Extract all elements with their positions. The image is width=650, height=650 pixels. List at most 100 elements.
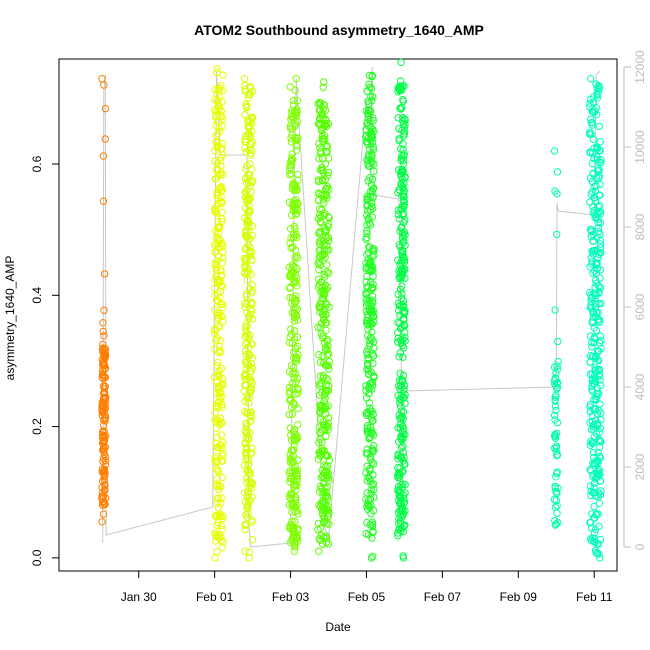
data-point — [321, 394, 329, 402]
data-point — [248, 315, 257, 323]
data-point — [319, 421, 328, 429]
data-point — [240, 269, 249, 278]
data-point — [286, 524, 294, 533]
data-point — [325, 213, 333, 222]
data-point — [397, 415, 405, 423]
data-point — [593, 259, 601, 267]
data-point — [293, 316, 302, 324]
data-point — [290, 483, 298, 491]
data-point — [213, 494, 221, 502]
data-point — [247, 408, 255, 416]
chart-title: ATOM2 Southbound asymmetry_1640_AMP — [194, 22, 484, 38]
data-point — [399, 457, 407, 465]
data-point — [286, 122, 295, 131]
data-point — [593, 145, 602, 153]
data-point — [316, 435, 324, 443]
data-point — [98, 371, 107, 379]
data-point — [213, 499, 221, 507]
data-point — [316, 448, 324, 456]
data-point — [246, 351, 254, 360]
data-point — [587, 439, 596, 447]
data-point — [597, 487, 605, 495]
data-point — [286, 283, 294, 291]
data-point — [399, 117, 407, 125]
x-tick-label: Feb 03 — [272, 590, 310, 604]
data-point — [212, 107, 221, 115]
data-point — [365, 296, 373, 304]
data-point — [214, 311, 223, 320]
data-point — [596, 477, 605, 485]
data-point — [400, 385, 408, 394]
data-point — [248, 115, 256, 123]
data-point — [593, 91, 601, 99]
data-point — [364, 156, 372, 164]
data-point — [325, 269, 333, 277]
right-y-tick-label: 4000 — [633, 373, 647, 400]
trace-line-group — [102, 66, 601, 548]
data-point — [370, 167, 378, 176]
data-point — [242, 244, 251, 252]
data-point — [368, 320, 376, 328]
data-point — [315, 229, 323, 238]
data-point — [317, 330, 325, 338]
data-point — [247, 412, 256, 421]
data-point — [214, 171, 222, 180]
data-point — [364, 350, 372, 359]
data-point — [394, 532, 402, 540]
data-point — [594, 224, 603, 232]
data-point — [318, 505, 326, 513]
data-point — [211, 248, 219, 256]
data-point — [98, 498, 107, 507]
data-point — [396, 488, 405, 496]
data-point — [586, 465, 594, 474]
data-point — [213, 362, 222, 370]
series-group — [586, 75, 605, 562]
data-point — [592, 510, 600, 519]
data-point — [551, 521, 560, 529]
data-point — [217, 153, 225, 161]
data-point — [323, 172, 332, 180]
data-point — [317, 126, 326, 134]
x-tick-label: Jan 30 — [121, 590, 157, 604]
data-point — [395, 125, 403, 133]
data-point — [318, 176, 326, 184]
data-point — [288, 185, 297, 193]
data-point — [321, 287, 329, 295]
data-point — [395, 438, 403, 446]
data-point — [595, 365, 603, 373]
data-point — [363, 518, 371, 527]
data-point — [285, 339, 294, 347]
data-point — [99, 327, 107, 336]
data-point — [215, 393, 224, 401]
data-point — [592, 174, 601, 182]
data-point — [218, 312, 226, 321]
data-point — [401, 489, 409, 497]
data-point — [322, 326, 330, 334]
data-point — [363, 229, 371, 238]
data-point — [216, 336, 224, 345]
data-point — [317, 319, 326, 328]
data-point — [596, 554, 604, 562]
data-point — [399, 308, 407, 316]
data-point — [364, 109, 372, 118]
data-point — [294, 404, 302, 413]
data-point — [314, 259, 322, 268]
data-point — [362, 382, 370, 390]
data-point — [287, 160, 296, 169]
data-point — [289, 96, 298, 105]
data-point — [315, 139, 323, 148]
data-point — [241, 427, 249, 435]
data-point — [399, 511, 407, 519]
data-point — [401, 173, 409, 181]
data-point — [553, 501, 561, 510]
data-point — [551, 517, 559, 525]
x-tick-label: Feb 05 — [348, 590, 386, 604]
data-point — [219, 303, 227, 312]
series-group — [240, 75, 257, 562]
data-point — [240, 387, 249, 395]
data-point — [367, 181, 376, 189]
data-point — [211, 291, 219, 300]
data-point — [324, 540, 333, 548]
data-point — [212, 452, 220, 461]
data-point — [245, 548, 254, 556]
